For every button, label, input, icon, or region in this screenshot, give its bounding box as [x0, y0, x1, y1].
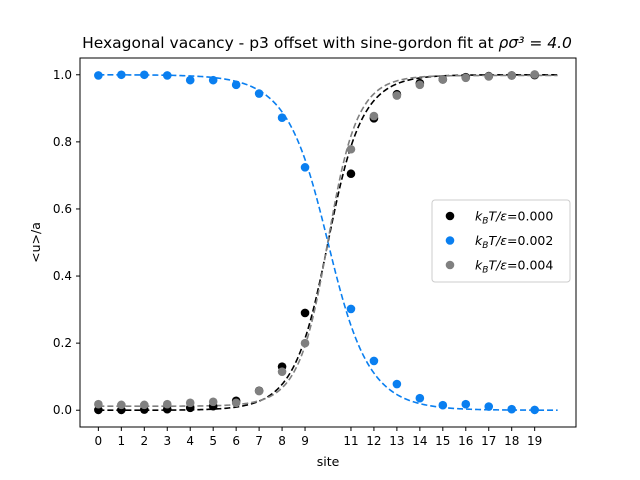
fit-curve-2	[98, 74, 558, 407]
data-point-series-1	[438, 400, 448, 410]
data-point-series-2	[162, 399, 172, 409]
plot-frame	[79, 57, 577, 428]
legend: kBT/ε=0.000 kBT/ε=0.002 kBT/ε=0.004	[431, 199, 571, 283]
x-tick-label: 8	[278, 434, 286, 448]
fit-curves	[98, 73, 558, 412]
legend-frame	[431, 199, 571, 283]
data-point-series-1	[94, 71, 103, 80]
x-tick-label: 12	[366, 434, 381, 448]
x-tick-label: 14	[412, 434, 427, 448]
x-tick-label: 4	[186, 434, 194, 448]
data-point-series-2	[94, 399, 103, 409]
data-point-series-2	[507, 71, 516, 80]
data-point-series-1	[140, 70, 149, 80]
data-point-series-1	[415, 393, 425, 403]
x-tick-label: 18	[504, 434, 519, 448]
x-tick-label: 13	[389, 434, 404, 448]
x-tick-label: 7	[255, 434, 263, 448]
data-point-series-1	[254, 89, 264, 98]
legend-marker-1	[445, 236, 455, 245]
data-point-series-1	[484, 402, 494, 411]
x-tick-label: 3	[163, 434, 171, 448]
x-tick-label: 1	[118, 434, 126, 448]
x-tick-label: 19	[527, 434, 542, 448]
data-point-series-2	[461, 73, 471, 83]
data-point-series-2	[346, 144, 356, 154]
data-point-series-2	[254, 386, 264, 396]
data-point-series-0	[346, 169, 356, 179]
x-axis-ticks: 0 1 2 3 4 5 6 7 8 9 11 12 13 14 15 16 17 18 19	[95, 427, 542, 448]
data-point-series-2	[438, 75, 448, 84]
x-tick-label: 6	[232, 434, 240, 448]
data-point-series-2	[415, 80, 425, 90]
y-axis-label: <u>/a	[28, 222, 43, 263]
data-point-series-1	[162, 71, 172, 80]
data-point-series-2	[277, 367, 287, 376]
fit-curve-0	[98, 73, 558, 412]
data-point-series-1	[507, 404, 516, 414]
data-point-series-2	[300, 338, 310, 348]
legend-label-2: kBT/ε=0.004	[475, 258, 553, 276]
data-point-series-2	[185, 398, 195, 408]
data-point-series-2	[231, 398, 241, 408]
data-point-series-2	[392, 91, 402, 100]
data-point-series-1	[117, 70, 126, 80]
y-tick-label: 0.2	[53, 336, 72, 350]
y-tick-label: 1.0	[53, 68, 72, 82]
data-points	[94, 70, 539, 415]
data-point-series-1	[530, 405, 539, 415]
data-point-series-1	[392, 379, 402, 389]
data-point-series-1	[231, 80, 241, 90]
data-point-series-1	[461, 399, 471, 409]
x-tick-label: 9	[301, 434, 309, 448]
data-point-series-1	[277, 113, 287, 123]
x-tick-label: 0	[95, 434, 103, 448]
data-point-series-1	[369, 356, 379, 366]
x-tick-label: 2	[140, 434, 148, 448]
x-axis-label: site	[317, 454, 340, 469]
y-axis-ticks: 0.0 0.2 0.4 0.6 0.8 1.0	[53, 68, 80, 417]
data-point-series-2	[530, 70, 539, 79]
y-tick-label: 0.4	[53, 269, 72, 283]
x-tick-label: 16	[458, 434, 473, 448]
data-point-series-2	[369, 111, 379, 121]
legend-label-0: kBT/ε=0.000	[475, 209, 553, 227]
x-tick-label: 5	[209, 434, 217, 448]
legend-marker-0	[445, 211, 455, 221]
data-point-series-1	[346, 304, 356, 314]
legend-label-1: kBT/ε=0.002	[475, 233, 553, 251]
data-point-series-2	[140, 400, 149, 410]
data-point-series-1	[208, 75, 218, 85]
data-point-series-0	[300, 308, 310, 318]
y-tick-label: 0.0	[53, 403, 72, 417]
legend-marker-2	[445, 260, 455, 270]
data-point-series-2	[484, 72, 494, 81]
y-tick-label: 0.6	[53, 202, 72, 216]
data-point-series-1	[300, 163, 310, 172]
y-tick-label: 0.8	[53, 135, 72, 149]
x-tick-label: 17	[481, 434, 496, 448]
x-tick-label: 15	[435, 434, 450, 448]
data-point-series-2	[117, 400, 126, 410]
x-tick-label: 11	[343, 434, 358, 448]
data-point-series-2	[208, 397, 218, 407]
chart-title: Hexagonal vacancy - p3 offset with sine-…	[82, 34, 572, 52]
data-point-series-1	[185, 75, 195, 85]
